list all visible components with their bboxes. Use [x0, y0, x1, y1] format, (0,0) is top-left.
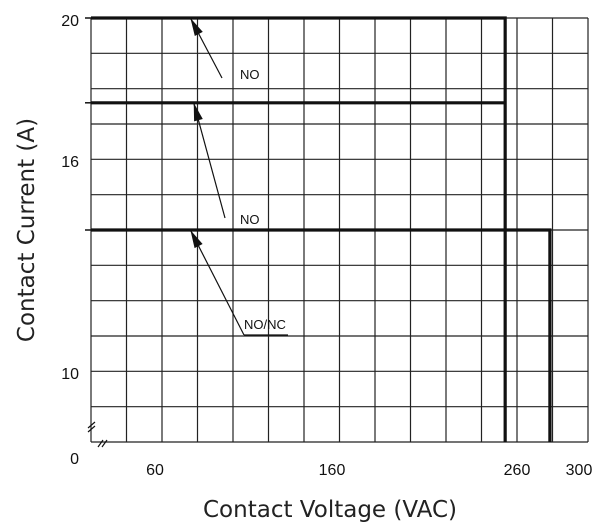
series-lines [91, 16, 552, 442]
y-axis-title: Contact Current (A) [14, 118, 40, 342]
x-axis-break-mark [101, 439, 108, 448]
x-tick-300: 300 [566, 462, 593, 479]
annotation-label-no-nc: NO/NC [244, 317, 286, 332]
y-axis-break-mark [87, 421, 96, 429]
y-axis-break-mark [87, 425, 96, 433]
y-tick-10: 10 [61, 366, 79, 383]
grid [85, 17, 589, 448]
annotation-no-nc-arrowhead [190, 230, 203, 249]
x-axis-break-mark [97, 439, 104, 448]
annotation-no-top-arrowhead [190, 18, 203, 37]
x-tick-260: 260 [504, 462, 531, 479]
annotations [189, 17, 288, 336]
series-line-3 [91, 228, 552, 442]
x-tick-160: 160 [319, 462, 346, 479]
annotation-no-mid-arrowhead [193, 102, 203, 122]
x-axis-title: Contact Voltage (VAC) [203, 497, 457, 523]
x-tick-60: 60 [146, 462, 164, 479]
annotation-label-no-mid: NO [240, 212, 260, 227]
annotation-no-mid-leader [193, 102, 226, 219]
y-tick-0: 0 [70, 451, 79, 468]
y-tick-20: 20 [61, 13, 79, 30]
annotation-no-nc-leader [189, 229, 245, 336]
series-line-1 [91, 16, 507, 442]
annotation-label-no-top: NO [240, 67, 260, 82]
y-tick-16: 16 [61, 154, 79, 171]
